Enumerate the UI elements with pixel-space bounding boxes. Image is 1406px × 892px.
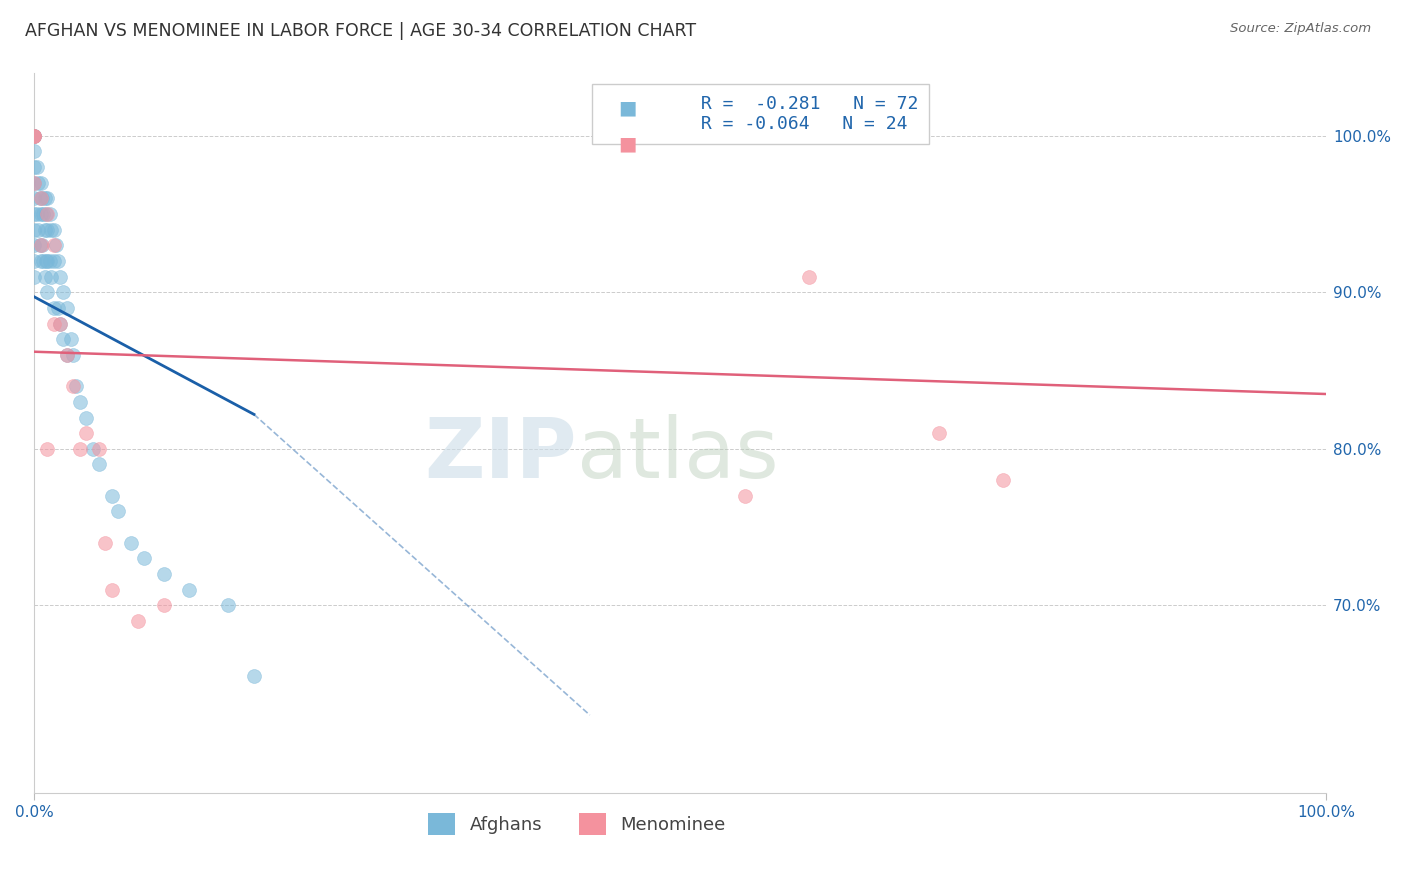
Point [37,207,59,221]
Point [217,599,239,613]
Point [22,128,45,143]
Point [49,269,72,284]
Point [734,489,756,503]
Point [45,238,67,252]
Text: atlas: atlas [576,414,779,495]
Point [22,253,45,268]
Point [39,222,62,236]
Point [75,426,97,441]
Point [28,191,51,205]
Point [101,582,124,597]
Text: AFGHAN VS MENOMINEE IN LABOR FORCE | AGE 30-34 CORRELATION CHART: AFGHAN VS MENOMINEE IN LABOR FORCE | AGE… [25,22,696,40]
Text: ■: ■ [619,98,637,117]
Point [59,332,82,346]
Point [82,442,104,456]
Point [152,567,174,582]
Point [134,551,156,566]
Point [37,253,59,268]
Point [120,536,142,550]
Point [49,317,72,331]
Point [22,128,45,143]
Point [94,536,117,550]
Point [38,253,60,268]
Point [34,269,56,284]
Point [46,301,69,315]
Point [30,238,52,252]
Point [35,207,58,221]
Point [28,238,51,252]
Point [42,317,65,331]
Point [62,348,84,362]
Point [30,176,52,190]
Point [127,614,149,628]
Point [22,160,45,174]
Point [101,489,124,503]
Point [49,317,72,331]
Point [22,128,45,143]
Point [69,394,91,409]
Point [179,582,201,597]
Point [243,669,266,683]
Point [22,145,45,159]
Point [32,207,55,221]
Point [35,253,58,268]
Point [55,301,77,315]
Point [62,379,84,393]
Point [30,191,52,205]
Point [152,599,174,613]
Point [46,253,69,268]
Point [22,176,45,190]
Text: R =  -0.281   N = 72
         R = -0.064   N = 24: R = -0.281 N = 72 R = -0.064 N = 24 [603,95,918,134]
Point [69,442,91,456]
Point [37,285,59,300]
Point [55,348,77,362]
Point [27,222,49,236]
Point [42,301,65,315]
Point [37,191,59,205]
Point [22,128,45,143]
Point [991,473,1014,487]
Point [34,222,56,236]
Legend: Afghans, Menominee: Afghans, Menominee [429,813,725,835]
Point [25,160,48,174]
Point [55,348,77,362]
Point [22,128,45,143]
Point [22,222,45,236]
Text: ZIP: ZIP [425,414,576,495]
Point [37,442,59,456]
Point [31,191,53,205]
Point [27,176,49,190]
Point [39,269,62,284]
Point [37,222,59,236]
Point [42,222,65,236]
Point [38,207,60,221]
Point [22,238,45,252]
Point [31,238,53,252]
Point [22,269,45,284]
Point [22,176,45,190]
Point [87,442,110,456]
Text: Source: ZipAtlas.com: Source: ZipAtlas.com [1230,22,1371,36]
Point [87,458,110,472]
Point [107,504,129,518]
Point [928,426,950,441]
Text: ■: ■ [619,134,637,153]
Point [22,207,45,221]
Point [25,207,48,221]
Point [42,253,65,268]
Point [32,253,55,268]
Point [30,253,52,268]
Point [799,269,821,284]
Point [30,207,52,221]
Point [75,410,97,425]
Point [42,238,65,252]
Point [52,285,75,300]
Point [34,191,56,205]
Point [65,379,87,393]
Point [22,191,45,205]
Point [52,332,75,346]
Point [22,128,45,143]
